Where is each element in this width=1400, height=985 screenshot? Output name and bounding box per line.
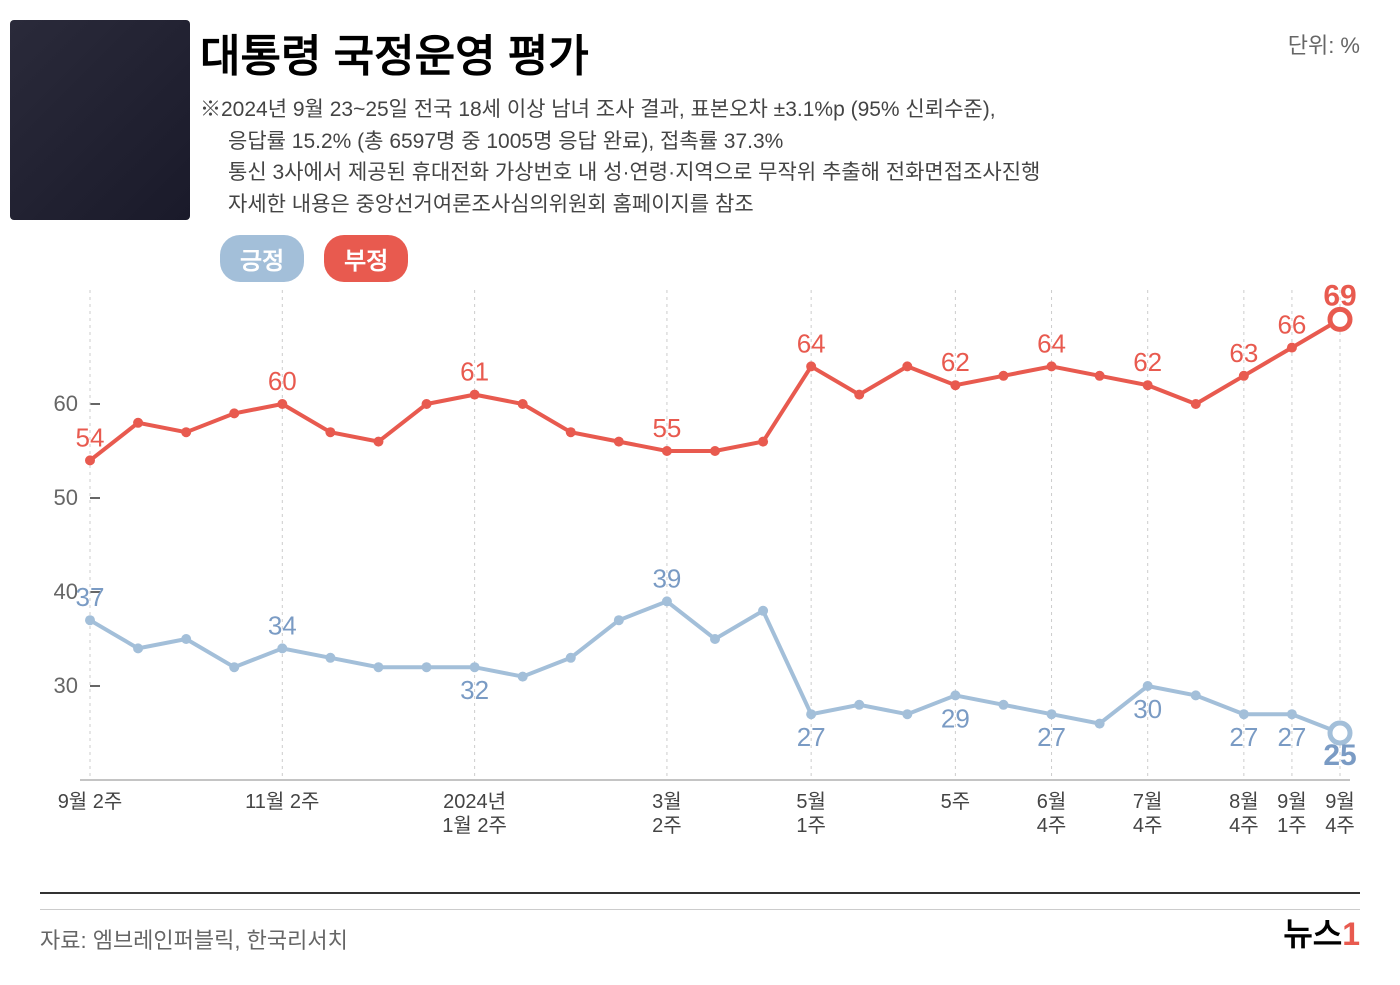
subtitle-line-1: ※2024년 9월 23~25일 전국 18세 이상 남녀 조사 결과, 표본오…: [200, 94, 1360, 126]
svg-text:55: 55: [652, 413, 681, 443]
survey-info: ※2024년 9월 23~25일 전국 18세 이상 남녀 조사 결과, 표본오…: [200, 94, 1360, 220]
svg-text:40: 40: [54, 579, 78, 604]
svg-text:2024년: 2024년: [443, 790, 506, 813]
subtitle-line-4: 자세한 내용은 중앙선거여론조사심의위원회 홈페이지를 참조: [200, 189, 1360, 221]
svg-text:29: 29: [941, 703, 970, 733]
svg-text:9월 2주: 9월 2주: [58, 790, 123, 813]
svg-text:62: 62: [1133, 347, 1162, 377]
svg-text:61: 61: [460, 357, 489, 387]
legend-positive: 긍정: [220, 235, 304, 282]
svg-text:1주: 1주: [796, 815, 826, 837]
svg-text:37: 37: [76, 582, 105, 612]
svg-text:30: 30: [1133, 694, 1162, 724]
svg-text:4주: 4주: [1325, 815, 1355, 837]
chart-area: 304050609월 2주11월 2주2024년1월 2주3월2주5월1주5주6…: [40, 280, 1360, 855]
svg-text:50: 50: [54, 485, 78, 510]
svg-text:5주: 5주: [941, 791, 971, 813]
logo-accent: 1: [1342, 916, 1360, 952]
svg-text:2주: 2주: [652, 815, 682, 837]
header: 대통령 국정운영 평가 단위: % ※2024년 9월 23~25일 전국 18…: [200, 20, 1360, 220]
svg-text:5월: 5월: [796, 790, 826, 813]
unit-label: 단위: %: [1288, 28, 1360, 60]
svg-text:60: 60: [268, 366, 297, 396]
logo-text: 뉴스: [1283, 916, 1342, 952]
subtitle-line-3: 통신 3사에서 제공된 휴대전화 가상번호 내 성·연령·지역으로 무작위 추출…: [200, 157, 1360, 189]
svg-text:9월: 9월: [1325, 790, 1355, 813]
svg-text:11월 2주: 11월 2주: [245, 790, 319, 813]
legend: 긍정 부정: [220, 235, 408, 282]
svg-text:3월: 3월: [652, 790, 682, 813]
svg-text:64: 64: [1037, 328, 1066, 358]
svg-text:32: 32: [460, 675, 489, 705]
svg-text:27: 27: [1037, 722, 1066, 752]
svg-text:6월: 6월: [1037, 790, 1067, 813]
svg-text:27: 27: [797, 722, 826, 752]
svg-text:7월: 7월: [1133, 790, 1163, 813]
president-photo: [10, 20, 190, 220]
svg-text:60: 60: [54, 391, 78, 416]
svg-text:25: 25: [1323, 739, 1356, 772]
svg-text:1주: 1주: [1277, 815, 1307, 837]
subtitle-line-2: 응답률 15.2% (총 6597명 중 1005명 응답 완료), 접촉률 3…: [200, 126, 1360, 158]
svg-text:8월: 8월: [1229, 790, 1259, 813]
svg-text:66: 66: [1277, 310, 1306, 340]
legend-negative: 부정: [324, 235, 408, 282]
line-chart-svg: 304050609월 2주11월 2주2024년1월 2주3월2주5월1주5주6…: [40, 280, 1360, 855]
svg-text:34: 34: [268, 610, 297, 640]
footer: 자료: 엠브레인퍼블릭, 한국리서치 뉴스1: [40, 892, 1360, 955]
svg-text:69: 69: [1323, 280, 1356, 312]
news-logo: 뉴스1: [1283, 909, 1360, 955]
svg-text:54: 54: [76, 422, 105, 452]
source-text: 자료: 엠브레인퍼블릭, 한국리서치: [40, 923, 348, 955]
svg-text:63: 63: [1229, 338, 1258, 368]
chart-title: 대통령 국정운영 평가: [200, 20, 1360, 84]
svg-text:30: 30: [54, 673, 78, 698]
svg-text:4주: 4주: [1037, 815, 1067, 837]
svg-text:64: 64: [797, 328, 826, 358]
svg-text:1월 2주: 1월 2주: [442, 814, 507, 837]
svg-text:62: 62: [941, 347, 970, 377]
svg-text:4주: 4주: [1229, 815, 1259, 837]
svg-text:9월: 9월: [1277, 790, 1307, 813]
svg-text:39: 39: [652, 563, 681, 593]
svg-text:27: 27: [1229, 722, 1258, 752]
svg-text:4주: 4주: [1133, 815, 1163, 837]
svg-text:27: 27: [1277, 722, 1306, 752]
